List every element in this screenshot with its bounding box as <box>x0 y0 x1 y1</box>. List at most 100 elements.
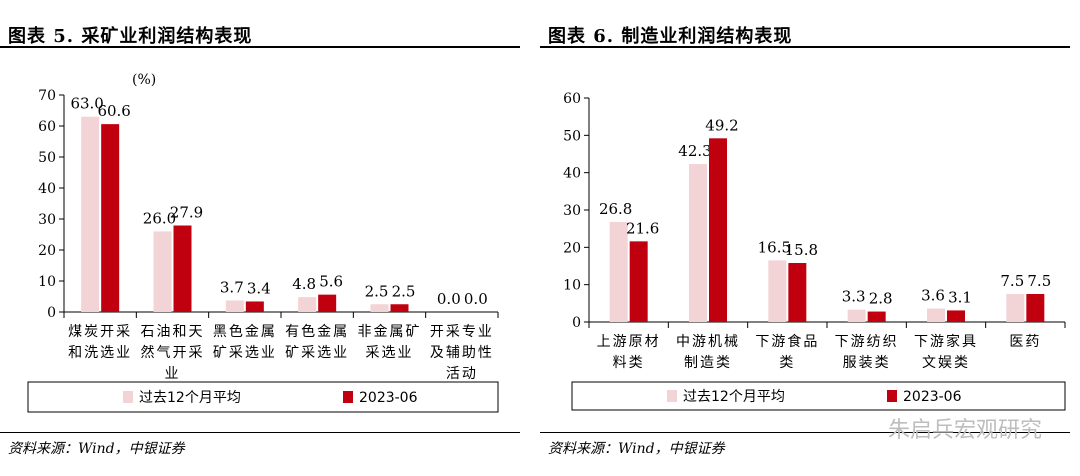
title-rule <box>540 46 1070 48</box>
legend-box <box>27 381 499 413</box>
source-note: 资料来源：Wind，中银证券 <box>548 441 725 457</box>
y-tick-label: 10 <box>38 274 56 290</box>
watermark: 朱启兵宏观研究 <box>887 418 1042 443</box>
data-label: 27.9 <box>170 204 203 222</box>
bar <box>101 124 120 312</box>
x-tick-label: 有色金属 <box>285 323 349 340</box>
data-label: 60.6 <box>97 102 130 120</box>
data-label: 4.8 <box>292 275 316 293</box>
data-label: 3.3 <box>842 288 866 306</box>
legend-swatch-avg <box>123 391 133 403</box>
bar <box>318 294 337 312</box>
y-tick-label: 50 <box>563 128 581 144</box>
data-label: 16.5 <box>758 238 791 256</box>
data-label: 3.6 <box>921 287 945 305</box>
data-label: 2.8 <box>869 290 893 308</box>
y-tick-label: 10 <box>563 278 581 294</box>
y-tick-label: 60 <box>563 91 581 107</box>
legend-label: 2023-06 <box>903 389 962 405</box>
data-label: 7.5 <box>1027 272 1051 290</box>
data-label: 42.3 <box>678 142 711 160</box>
bar <box>173 225 192 312</box>
x-tick-label: 类 <box>779 355 795 371</box>
legend-label: 2023-06 <box>359 390 418 406</box>
x-tick-label: 和洗选业 <box>68 345 132 361</box>
bar <box>709 138 727 322</box>
x-tick-label: 采选业 <box>366 345 414 361</box>
data-label: 49.2 <box>705 116 738 134</box>
data-label: 21.6 <box>626 219 659 237</box>
data-label: 3.1 <box>948 288 972 306</box>
y-tick-label: 40 <box>38 181 56 197</box>
bar <box>370 304 389 312</box>
data-label: 26.0 <box>143 209 176 227</box>
bar <box>153 231 172 312</box>
x-tick-label: 医药 <box>1009 334 1041 350</box>
y-tick-label: 0 <box>47 305 56 321</box>
chart-title: 图表 6. 制造业利润结构表现 <box>548 26 793 47</box>
bar <box>927 308 945 322</box>
x-tick-label: 石油和天 <box>141 324 205 340</box>
bar <box>298 297 317 312</box>
x-tick-label: 煤炭开采 <box>68 324 132 340</box>
chart-title: 图表 5. 采矿业利润结构表现 <box>8 26 253 47</box>
data-label: 63.0 <box>70 95 103 113</box>
y-tick-label: 30 <box>38 212 56 228</box>
y-tick-label: 20 <box>38 243 56 259</box>
x-tick-label: 业 <box>165 366 181 382</box>
data-label: 2.5 <box>365 282 389 300</box>
y-tick-label: 20 <box>563 240 581 256</box>
bar <box>689 164 707 322</box>
bar <box>81 116 100 312</box>
data-label: 3.7 <box>220 279 244 297</box>
legend-swatch-current <box>887 390 897 402</box>
y-tick-label: 30 <box>563 203 581 219</box>
x-tick-label: 上游原材 <box>597 334 661 350</box>
legend-label: 过去12个月平均 <box>139 390 241 406</box>
bar <box>947 310 965 322</box>
data-label: 0.0 <box>437 290 461 308</box>
x-tick-label: 矿采选业 <box>213 345 277 361</box>
legend-swatch-avg <box>667 390 677 402</box>
x-tick-label: 下游纺织 <box>835 334 899 350</box>
data-label: 5.6 <box>319 273 343 291</box>
bar <box>847 309 866 322</box>
bar <box>867 311 886 322</box>
bar <box>390 304 409 312</box>
x-tick-label: 中游机械 <box>676 334 740 350</box>
data-label: 26.8 <box>599 200 632 218</box>
bar <box>768 260 787 322</box>
bar <box>629 241 648 322</box>
x-tick-label: 然气开采 <box>141 344 205 361</box>
bar <box>225 300 244 312</box>
bar <box>788 263 807 322</box>
bar <box>245 301 264 312</box>
x-tick-label: 服装类 <box>843 355 891 371</box>
data-label: 3.4 <box>247 279 271 297</box>
x-tick-label: 制造类 <box>684 355 732 371</box>
data-label: 7.5 <box>1000 272 1024 290</box>
legend-box <box>571 381 1066 411</box>
source-rule <box>540 432 1070 433</box>
data-label: 15.8 <box>785 241 818 259</box>
bar <box>1006 294 1025 322</box>
chart-panel-mining: 图表 5. 采矿业利润结构表现 0 10 20 30 40 50 60 70 (%) 63.0 60… <box>0 0 522 476</box>
x-tick-label: 活动 <box>446 366 478 382</box>
x-tick-label: 下游家具 <box>914 333 978 350</box>
y-tick-label: 50 <box>38 150 56 166</box>
unit-label: (%) <box>132 72 156 88</box>
x-tick-label: 及辅助性 <box>430 345 494 361</box>
legend-label: 过去12个月平均 <box>683 389 785 405</box>
y-tick-label: 0 <box>572 315 581 331</box>
x-tick-label: 料类 <box>613 355 645 371</box>
x-tick-label: 开采专业 <box>430 324 494 340</box>
legend-swatch-current <box>343 391 353 403</box>
x-tick-label: 下游食品 <box>755 333 819 350</box>
chart-panel-manufacturing: 图表 6. 制造业利润结构表现 0 10 20 30 40 50 60 26.8 21.6 上游原… <box>540 0 1080 476</box>
bar <box>1026 294 1045 322</box>
source-rule <box>0 432 520 433</box>
x-tick-label: 矿采选业 <box>285 345 349 361</box>
y-tick-label: 60 <box>38 119 56 135</box>
